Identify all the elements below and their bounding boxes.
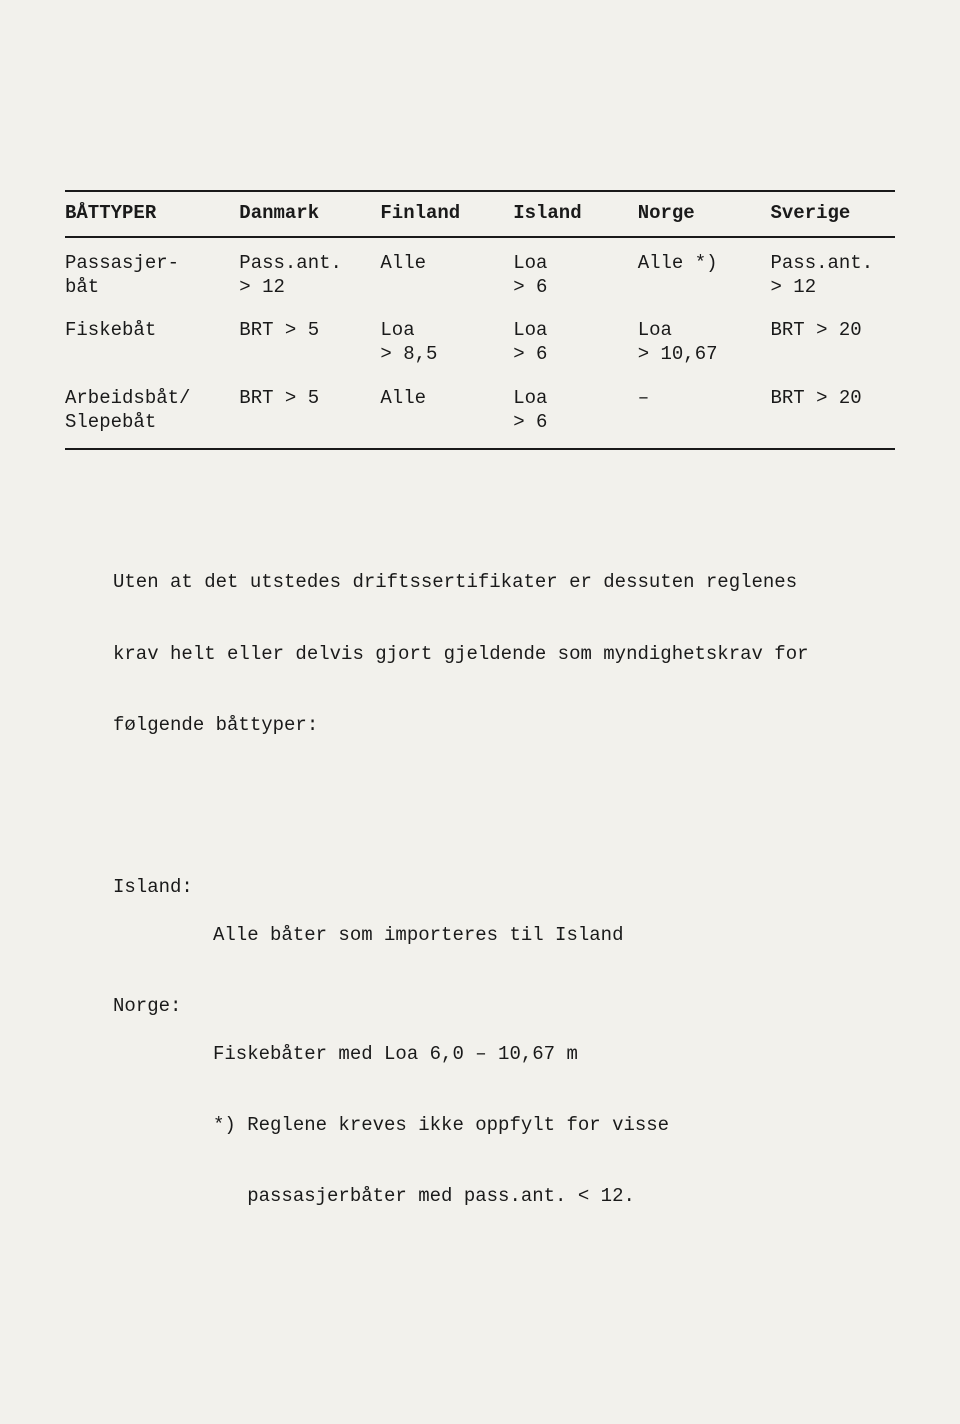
cell-line: Loa [380,319,513,343]
def-body-norge: Fiskebåter med Loa 6,0 – 10,67 m *) Regl… [213,995,895,1256]
cell-line: Loa [638,319,771,343]
cell-line: båt [65,276,239,300]
cell-line: > 12 [239,276,380,300]
def-line: Alle båter som importeres til Island [213,924,895,948]
document-page: BÅTTYPER Danmark Finland Island Norge Sv… [0,0,960,1424]
cell: Alle *) [638,238,771,314]
cell: BRT > 20 [770,313,895,381]
col-header-sverige: Sverige [770,192,895,236]
cell: BRT > 5 [239,381,380,449]
notes-line: Uten at det utstedes driftssertifikater … [113,571,895,595]
cell-line: Fiskebåt [65,319,239,343]
table-row: Passasjer- båt Pass.ant. > 12 Alle Loa >… [65,238,895,314]
table-row: Arbeidsbåt/ Slepebåt BRT > 5 Alle Loa > … [65,381,895,449]
cell-line: > 6 [513,276,638,300]
notes-definitions: Island: Alle båter som importeres til Is… [113,876,895,1256]
cell-line: BRT > 5 [239,319,380,343]
col-header-finland: Finland [380,192,513,236]
cell: Loa > 6 [513,238,638,314]
cell: Loa > 8,5 [380,313,513,381]
cell-line: – [638,387,771,411]
cell-line: Loa [513,319,638,343]
cell-line: > 10,67 [638,343,771,367]
notes-block: Uten at det utstedes driftssertifikater … [65,476,895,1304]
boat-types-table: BÅTTYPER Danmark Finland Island Norge Sv… [65,190,895,450]
cell: BRT > 5 [239,313,380,381]
cell: Pass.ant. > 12 [770,238,895,314]
cell-line: Pass.ant. [770,252,895,276]
def-term-norge: Norge: [113,995,213,1256]
cell-line: BRT > 5 [239,387,380,411]
cell: BRT > 20 [770,381,895,449]
cell-line: Passasjer- [65,252,239,276]
cell-line: BRT > 20 [770,387,895,411]
col-header-island: Island [513,192,638,236]
def-line: Fiskebåter med Loa 6,0 – 10,67 m [213,1043,895,1067]
col-header-battyper: BÅTTYPER [65,192,239,236]
cell: Alle [380,238,513,314]
def-line: *) Reglene kreves ikke oppfylt for visse [213,1114,895,1138]
def-line: passasjerbåter med pass.ant. < 12. [213,1185,895,1209]
table-header-row: BÅTTYPER Danmark Finland Island Norge Sv… [65,192,895,236]
cell-line: Loa [513,387,638,411]
cell-line: > 8,5 [380,343,513,367]
cell-line: > 6 [513,343,638,367]
cell-line: Arbeidsbåt/ [65,387,239,411]
notes-paragraph: Uten at det utstedes driftssertifikater … [113,524,895,785]
def-body-island: Alle båter som importeres til Island [213,876,895,995]
cell-line: Pass.ant. [239,252,380,276]
cell-line: Slepebåt [65,411,239,435]
cell: Alle [380,381,513,449]
notes-line: følgende båttyper: [113,714,895,738]
cell: Loa > 10,67 [638,313,771,381]
cell: Loa > 6 [513,381,638,449]
table-row: Fiskebåt BRT > 5 Loa > 8,5 Loa > 6 Loa >… [65,313,895,381]
cell: – [638,381,771,449]
cell-line: Alle [380,387,513,411]
cell-line: Alle [380,252,513,276]
cell: Pass.ant. > 12 [239,238,380,314]
cell: Arbeidsbåt/ Slepebåt [65,381,239,449]
cell-line: > 12 [770,276,895,300]
cell: Fiskebåt [65,313,239,381]
def-term-island: Island: [113,876,213,995]
col-header-danmark: Danmark [239,192,380,236]
col-header-norge: Norge [638,192,771,236]
cell-line: Alle *) [638,252,771,276]
cell-line: Loa [513,252,638,276]
notes-line: krav helt eller delvis gjort gjeldende s… [113,643,895,667]
cell: Passasjer- båt [65,238,239,314]
cell-line: > 6 [513,411,638,435]
cell: Loa > 6 [513,313,638,381]
table-rule-bottom [65,448,895,450]
cell-line: BRT > 20 [770,319,895,343]
